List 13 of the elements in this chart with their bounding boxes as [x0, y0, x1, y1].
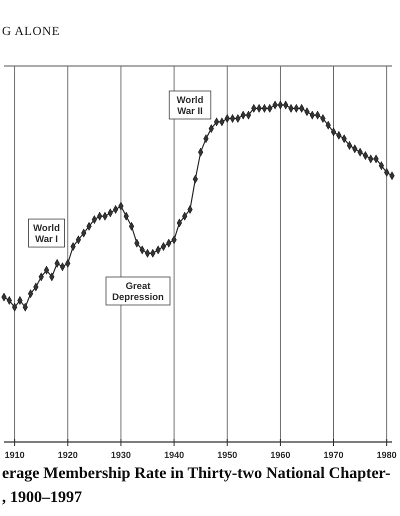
text: erage Membership Rate in Thirty-two National Chapter- , 1900–1997 — [2, 465, 390, 506]
x-tick-label: 1950 — [217, 450, 238, 460]
x-tick-label: 1970 — [324, 450, 344, 460]
x-tick-label: 1940 — [164, 450, 184, 460]
x-tick-label: 1980 — [376, 450, 397, 460]
annotation: World War I — [33, 223, 60, 246]
annotation: World War II — [176, 95, 204, 117]
x-tick-label: 1910 — [4, 450, 25, 460]
x-tick-label: 1930 — [110, 450, 131, 460]
x-tick-label: 1960 — [270, 450, 290, 460]
text: G ALONE — [2, 24, 60, 38]
x-tick-label: 1920 — [58, 450, 78, 460]
annotation: Great Depression — [112, 281, 164, 303]
